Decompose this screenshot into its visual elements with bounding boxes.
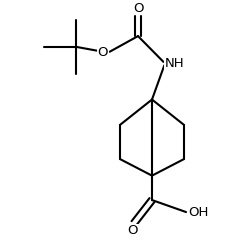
Text: O: O bbox=[97, 46, 108, 59]
Text: OH: OH bbox=[188, 206, 208, 219]
Text: O: O bbox=[133, 2, 143, 15]
Text: O: O bbox=[128, 224, 138, 238]
Text: NH: NH bbox=[165, 57, 185, 70]
